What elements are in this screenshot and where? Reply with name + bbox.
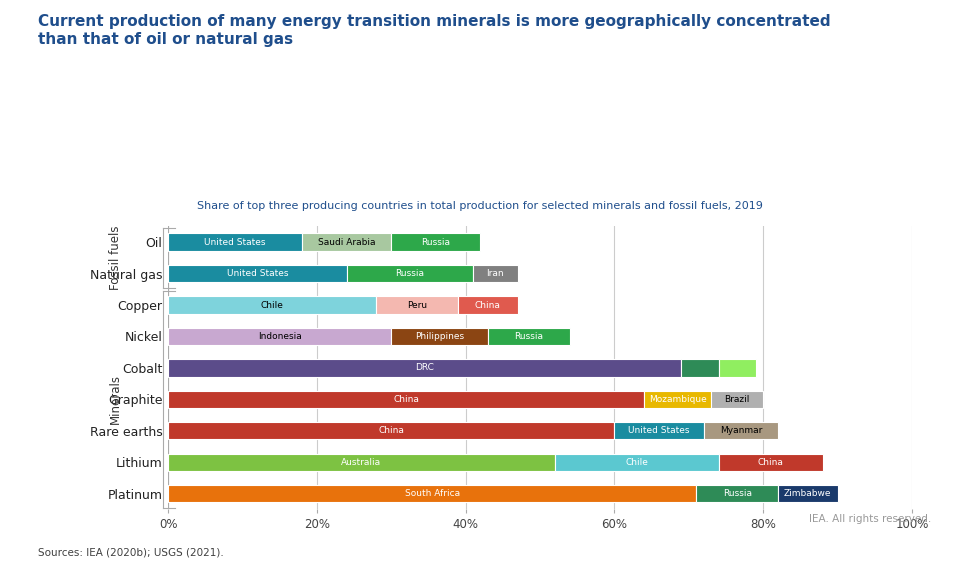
Bar [644, 391, 711, 408]
Bar [168, 422, 614, 439]
Bar [168, 359, 682, 376]
Bar [682, 359, 718, 376]
Bar [301, 234, 392, 251]
Text: Minerals: Minerals [108, 374, 122, 424]
Text: Current production of many energy transition minerals is more geographically con: Current production of many energy transi… [38, 14, 831, 46]
Bar [473, 265, 517, 282]
Text: IEA. All rights reserved.: IEA. All rights reserved. [809, 513, 931, 524]
Text: Sources: IEA (2020b); USGS (2021).: Sources: IEA (2020b); USGS (2021). [38, 547, 224, 558]
Bar [778, 485, 837, 503]
Text: China: China [757, 458, 783, 467]
Bar [718, 453, 823, 471]
Bar [555, 453, 718, 471]
Text: Saudi Arabia: Saudi Arabia [318, 238, 375, 247]
Bar [458, 297, 517, 314]
Bar [718, 359, 756, 376]
Text: Fossil fuels: Fossil fuels [108, 226, 122, 290]
Bar [168, 265, 347, 282]
Text: Share of top three producing countries in total production for selected minerals: Share of top three producing countries i… [197, 201, 763, 211]
Bar [168, 297, 376, 314]
Bar [168, 391, 644, 408]
Text: China: China [394, 395, 419, 404]
Text: United States: United States [204, 238, 266, 247]
Text: Myanmar: Myanmar [720, 426, 762, 435]
Bar [347, 265, 473, 282]
Text: DRC: DRC [416, 363, 434, 372]
Bar [168, 328, 392, 345]
Bar [376, 297, 458, 314]
Text: Philippines: Philippines [415, 332, 464, 341]
Text: Brazil: Brazil [725, 395, 750, 404]
Text: Peru: Peru [407, 301, 427, 310]
Bar [711, 391, 763, 408]
Text: Indonesia: Indonesia [257, 332, 301, 341]
Bar [392, 234, 481, 251]
Text: Chile: Chile [261, 301, 283, 310]
Bar [614, 422, 704, 439]
Text: China: China [378, 426, 404, 435]
Text: Russia: Russia [723, 489, 752, 498]
Bar [392, 328, 488, 345]
Bar [168, 485, 696, 503]
Text: Russia: Russia [515, 332, 543, 341]
Text: Mozambique: Mozambique [649, 395, 707, 404]
Text: Australia: Australia [342, 458, 381, 467]
Text: Zimbabwe: Zimbabwe [784, 489, 831, 498]
Text: China: China [475, 301, 501, 310]
Text: United States: United States [628, 426, 690, 435]
Bar [696, 485, 778, 503]
Bar [168, 234, 301, 251]
Bar [704, 422, 778, 439]
Bar [488, 328, 570, 345]
Text: South Africa: South Africa [404, 489, 460, 498]
Bar [168, 453, 555, 471]
Text: Russia: Russia [396, 269, 424, 278]
Text: Russia: Russia [421, 238, 450, 247]
Text: Iran: Iran [487, 269, 504, 278]
Text: Chile: Chile [625, 458, 648, 467]
Text: United States: United States [227, 269, 288, 278]
